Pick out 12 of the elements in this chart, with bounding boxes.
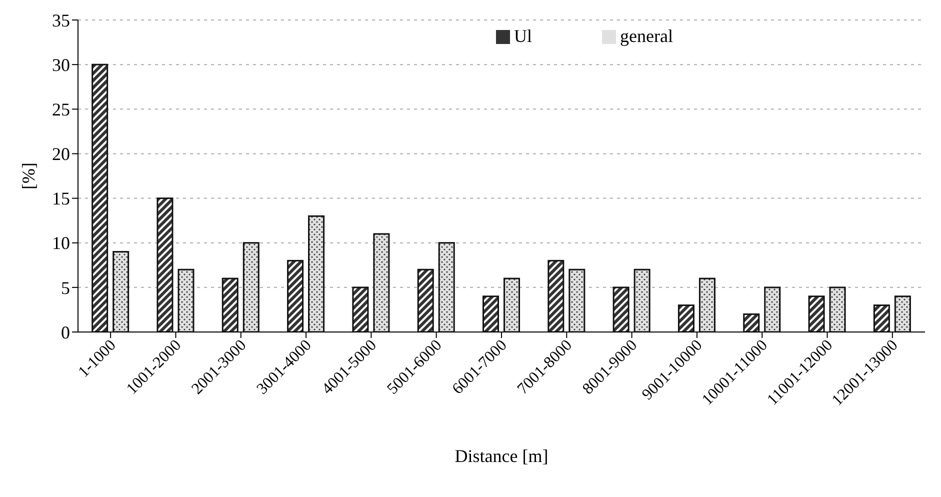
y-tick-label: 30 [52, 54, 70, 75]
y-axis-title: [%] [18, 162, 38, 190]
x-axis-title: Distance [m] [454, 446, 548, 466]
y-tick-label: 5 [61, 278, 70, 298]
y-tick-label: 20 [52, 144, 70, 164]
y-tick-label: 10 [52, 233, 70, 254]
y-tick-label: 25 [52, 100, 70, 120]
y-tick-label: 0 [61, 322, 70, 342]
legend-label: Ul [513, 26, 532, 47]
y-tick-label: 35 [52, 10, 70, 30]
legend-label: general [619, 26, 673, 47]
y-tick-label: 15 [52, 188, 70, 209]
